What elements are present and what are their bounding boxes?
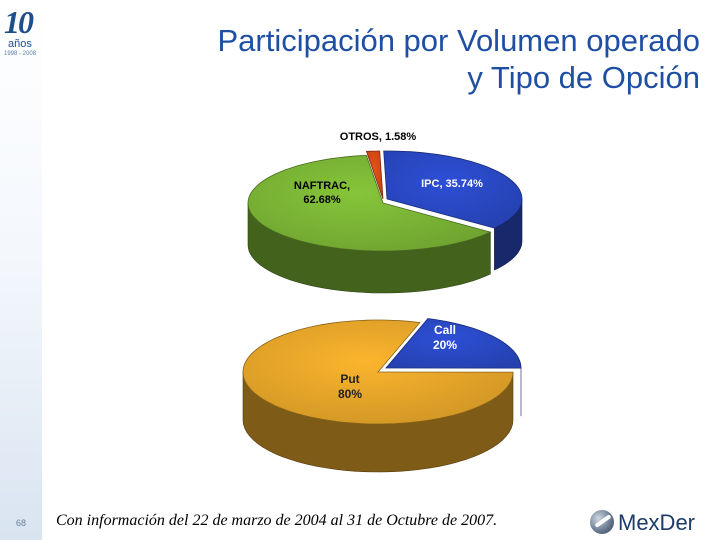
side-gradient-bar [0,0,42,540]
anniversary-logo: 10 años 1998 - 2008 [4,6,48,68]
pie-slice-ipc [383,150,523,229]
slide-title-line2: y Tipo de Opción [467,60,700,95]
pie-slice-call [385,318,522,369]
pie-slice-naftrac [247,154,492,252]
brand-name: MexDer [618,510,696,535]
pie-label-put: Put 80% [338,372,362,401]
pie-label-naftrac: NAFTRAC, 62.68% [294,180,350,206]
pie-chart-1: IPC, 35.74% NAFTRAC, 62.68% OTROS, 1.58% [247,131,523,294]
pie-label-call: Call 20% [433,323,457,352]
page-number: 68 [16,518,27,528]
mexder-logo: MexDer [586,508,706,536]
pie-slice-otros [365,150,384,200]
slide-title-line1: Participación por Volumen operado [217,23,700,58]
anniversary-word: años [8,38,32,50]
pie-slice-put [242,319,514,425]
anniversary-years: 1998 - 2008 [4,51,37,57]
pie-label-otros: OTROS, 1.58% [340,131,417,143]
anniversary-number: 10 [4,4,34,40]
pie-chart-2: Call 20% Put 80% [242,318,522,473]
pie-label-ipc: IPC, 35.74% [421,178,483,190]
footnote: Con información del 22 de marzo de 2004 … [56,512,498,529]
slide-title: Participación por Volumen operado y Tipo… [80,22,700,96]
